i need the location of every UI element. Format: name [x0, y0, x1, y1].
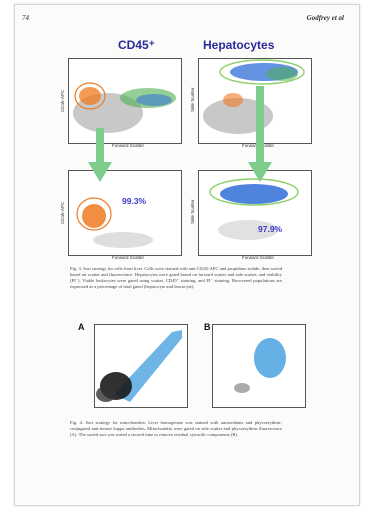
sort-arrow-left — [88, 128, 112, 182]
mito-scatter-b — [212, 324, 304, 406]
black-residual — [234, 383, 250, 393]
mito-scatter-a — [94, 324, 186, 406]
panel-b-label: B — [204, 322, 211, 332]
figure4-caption: Fig. 4. Sort strategy for mitochondria. … — [70, 420, 282, 438]
blue-sorted-population — [254, 338, 286, 378]
black-tail — [96, 386, 116, 402]
sort-arrow-right — [248, 86, 272, 182]
figure3-caption: Fig. 3. Sort strategy for cells from liv… — [70, 266, 282, 290]
panel-a-label: A — [78, 322, 85, 332]
